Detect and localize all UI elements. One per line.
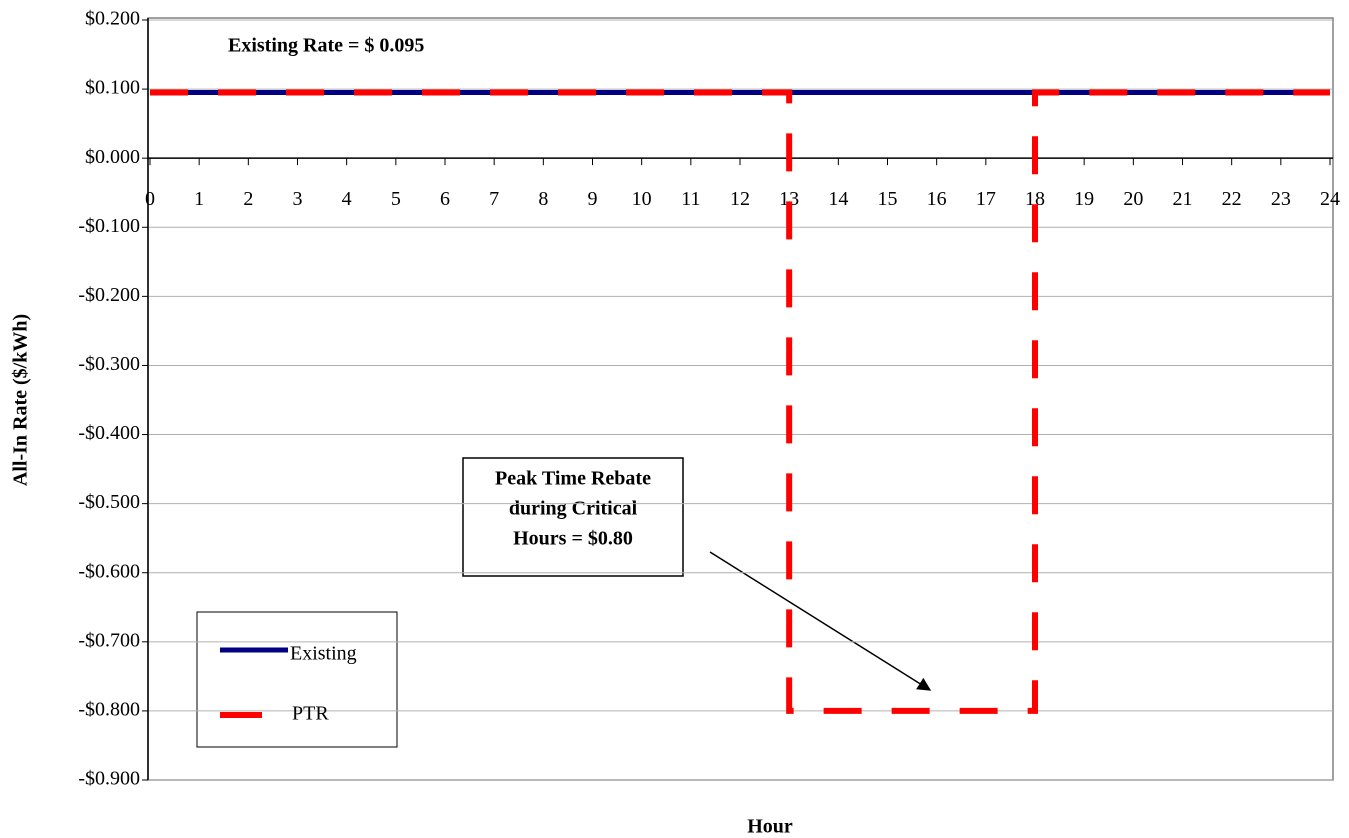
y-tick-label: -$0.400 — [78, 422, 140, 444]
y-tick-label: -$0.300 — [78, 353, 140, 375]
legend-label: PTR — [292, 703, 329, 725]
x-tick-label: 11 — [681, 188, 700, 210]
x-tick-label: 3 — [293, 188, 303, 210]
x-tick-label: 5 — [391, 188, 401, 210]
y-tick-label: -$0.600 — [78, 560, 140, 582]
x-tick-label: 20 — [1123, 188, 1143, 210]
x-tick-label: 21 — [1173, 188, 1193, 210]
x-tick-label: 22 — [1222, 188, 1242, 210]
callout-arrow — [709, 551, 932, 691]
x-tick-label: 9 — [588, 188, 598, 210]
x-tick-label: 23 — [1271, 188, 1291, 210]
series-line — [150, 89, 1330, 714]
x-tick-label: 7 — [489, 188, 499, 210]
callout-box — [462, 457, 684, 577]
x-tick-label: 24 — [1320, 188, 1340, 210]
x-tick-label: 6 — [440, 188, 450, 210]
y-tick-label: $0.100 — [85, 77, 140, 99]
x-tick-label: 8 — [538, 188, 548, 210]
legend — [196, 611, 398, 748]
annotation: Existing Rate = $ 0.095 — [228, 35, 424, 57]
x-tick-label: 16 — [927, 188, 947, 210]
x-tick-label: 19 — [1074, 188, 1094, 210]
callout-text: Hours = $0.80 — [513, 528, 633, 550]
callout-text: Peak Time Rebate — [495, 468, 651, 490]
y-tick-label: -$0.800 — [78, 699, 140, 721]
x-tick-label: 15 — [878, 188, 898, 210]
x-axis-label: Hour — [747, 816, 793, 838]
x-tick-label: 10 — [632, 188, 652, 210]
y-tick-label: -$0.500 — [78, 491, 140, 513]
legend-label: Existing — [290, 643, 357, 665]
x-tick-label: 17 — [976, 188, 996, 210]
y-tick-label: -$0.700 — [78, 629, 140, 651]
y-tick-label: -$0.900 — [78, 768, 140, 790]
x-tick-label: 12 — [730, 188, 750, 210]
callout-text: during Critical — [509, 498, 638, 520]
x-tick-label: 13 — [779, 188, 799, 210]
x-tick-label: 4 — [342, 188, 352, 210]
x-tick-label: 18 — [1025, 188, 1045, 210]
x-tick-label: 1 — [194, 188, 204, 210]
y-tick-label: $0.200 — [85, 8, 140, 30]
y-tick-label: -$0.100 — [78, 215, 140, 237]
x-tick-label: 0 — [145, 188, 155, 210]
y-tick-label: $0.000 — [85, 146, 140, 168]
y-axis-label: All-In Rate ($/kWh) — [10, 314, 32, 486]
y-tick-label: -$0.200 — [78, 284, 140, 306]
x-tick-label: 14 — [828, 188, 848, 210]
x-tick-label: 2 — [243, 188, 253, 210]
